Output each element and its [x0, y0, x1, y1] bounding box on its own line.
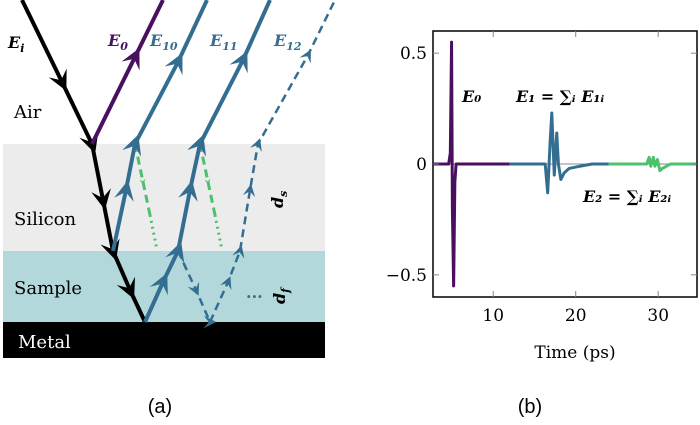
e12-symbol: E	[273, 31, 287, 50]
e10-subscript: 10	[162, 40, 178, 53]
sample-label: Sample	[14, 278, 82, 299]
x-tick-label: 10	[482, 306, 504, 326]
e0-symbol: E	[107, 31, 121, 50]
caption-b: (b)	[518, 396, 542, 418]
e0-beam	[90, 0, 165, 145]
caption-a: (a)	[148, 396, 172, 418]
x-tick-label: 20	[565, 306, 587, 326]
e10-beam	[111, 0, 209, 252]
sample-thickness-label: df	[270, 286, 292, 304]
y-tick-label: 0	[416, 155, 427, 175]
series-line-2	[608, 155, 697, 173]
ds-subscript: s	[277, 191, 290, 197]
e10-symbol: E	[149, 31, 163, 50]
silicon-thickness-label: ds	[268, 191, 290, 208]
silicon-label: Silicon	[14, 209, 77, 230]
incident-label: Ei	[7, 33, 24, 55]
incident-subscript: i	[20, 42, 24, 55]
e1-annotation: E₁ = ∑ᵢ E₁ᵢ	[515, 87, 604, 106]
series-line-1	[509, 111, 609, 195]
metal-label: Metal	[18, 332, 71, 353]
x-tick-label: 30	[647, 306, 669, 326]
e11-subscript: 11	[222, 40, 237, 53]
series-line-0	[433, 40, 510, 288]
y-tick-label: 0.5	[400, 44, 427, 64]
panel-a: Air Silicon Sample Metal Ei E0 E10 E11 E…	[3, 0, 337, 418]
plot-area	[433, 40, 697, 288]
ticks: 10 20 30 0.5 0 −0.5	[386, 31, 697, 326]
panel-b: 10 20 30 0.5 0 −0.5 E₀ E₁ = ∑ᵢ E₁ᵢ E₂ = ∑ᵢ E₂…	[386, 30, 698, 418]
incident-symbol: E	[7, 33, 21, 52]
x-axis-label: Time (ps)	[534, 343, 615, 363]
e0-label: E0	[107, 31, 128, 53]
e11-label: E11	[209, 31, 238, 53]
e10-label: E10	[149, 31, 178, 53]
incident-beam	[20, 0, 147, 323]
e0-subscript: 0	[120, 40, 128, 53]
e12-label: E12	[273, 31, 302, 53]
e12-subscript: 12	[286, 40, 302, 53]
e0-annotation: E₀	[461, 87, 481, 106]
e12-beam	[176, 0, 337, 329]
ellipsis: ...	[246, 283, 263, 302]
df-subscript: f	[279, 286, 292, 294]
e11-symbol: E	[209, 31, 223, 50]
df-symbol: d	[270, 293, 289, 304]
e2-annotation: E₂ = ∑ᵢ E₂ᵢ	[582, 187, 671, 206]
ds-symbol: d	[268, 197, 287, 208]
air-label: Air	[13, 102, 42, 123]
y-tick-label: −0.5	[386, 266, 427, 286]
